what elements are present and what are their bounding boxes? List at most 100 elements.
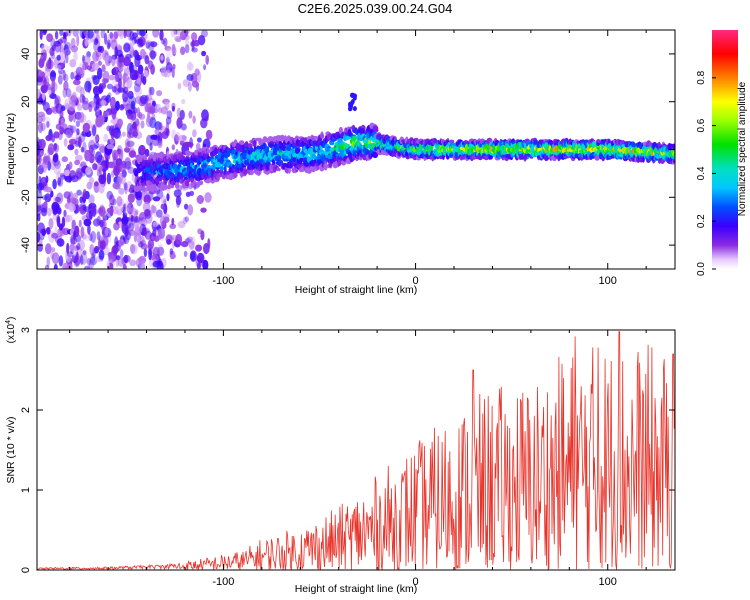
snr-scale-exponent: 4 [5,320,12,324]
heatmap-cell [87,30,94,39]
heatmap-cell [106,144,115,150]
heatmap-cell [163,199,167,205]
heatmap-cell [41,90,46,101]
heatmap-cell [74,159,81,166]
heatmap-ridge-cell [239,140,245,145]
heatmap-cell [68,112,74,122]
heatmap-cell [100,240,106,250]
heatmap-cell [173,30,178,35]
heatmap-cell [88,194,95,205]
heatmap-cell [149,41,158,48]
heatmap-cell [78,136,82,148]
heatmap-cell [129,69,138,81]
heatmap-cell [151,254,159,262]
heatmap-cell [133,231,137,243]
heatmap-cell [51,252,60,265]
heatmap-cell [171,43,176,55]
heatmap-cell [56,216,61,228]
heatmap-cell [87,37,94,44]
heatmap-ridge-cell [347,128,352,136]
heatmap-cell [63,209,67,217]
heatmap-cell [58,51,66,63]
heatmap-cell [138,255,147,264]
heatmap-cell [50,51,56,60]
heatmap-cell [113,222,120,231]
heatmap-ridge-cell [153,169,157,175]
heatmap-cell [129,150,137,158]
heatmap-cell [136,196,143,207]
heatmap-cell [127,166,135,174]
spectrogram-x-ticks: -100 0 100 [69,30,647,287]
heatmap-cell [68,94,75,105]
heatmap-cell [57,177,62,186]
heatmap-cell [124,226,129,237]
heatmap-cell [141,260,145,269]
heatmap-cell [119,249,124,258]
heatmap-cell [45,134,53,142]
heatmap-cell [73,51,78,62]
heatmap-cell [159,215,166,227]
heatmap-cell [152,139,159,147]
heatmap-cell [111,55,116,67]
heatmap-cell [37,222,45,234]
heatmap-ridge-cell [233,154,238,159]
heatmap-cell [88,155,92,162]
heatmap-cell [91,74,97,81]
heatmap-cell [111,149,119,160]
snr-x-axis-label: Height of straight line (km) [295,583,418,595]
heatmap-cell [120,103,126,110]
heatmap-cell [133,216,141,223]
heatmap-cell [82,192,87,202]
heatmap-cell [41,114,46,122]
heatmap-cell [37,213,41,222]
x-tick-label: -100 [212,275,234,287]
heatmap-cell [152,221,159,227]
heatmap-cell [124,147,130,153]
heatmap-cell [148,248,153,261]
heatmap-cell [186,74,194,81]
heatmap-ridge-cell [316,159,322,166]
y-tick-label: 2 [20,407,32,413]
heatmap-cell [105,94,111,104]
heatmap-cell [37,243,43,252]
heatmap-cell [68,263,73,269]
heatmap-cell [82,250,87,256]
heatmap-cell [53,166,62,175]
heatmap-ridge-cell [313,136,319,140]
heatmap-cell [82,250,88,260]
heatmap-cell [207,238,211,250]
heatmap-cell [113,31,119,40]
heatmap-ridge-cell [294,147,301,154]
heatmap-cell [52,209,58,215]
snr-y-scale-note: (x104) [5,317,17,344]
heatmap-cell [134,190,139,199]
heatmap-ridge-cell [463,140,469,144]
heatmap-cell [126,78,133,88]
heatmap-cell [46,227,51,235]
heatmap-ridge-cell [233,171,238,178]
heatmap-cell [66,242,70,255]
heatmap-cell [72,192,79,200]
heatmap-cell [54,30,59,40]
heatmap-cell [165,69,171,78]
heatmap-cell [163,37,168,47]
heatmap-cell [80,254,84,266]
heatmap-cell [53,143,60,153]
heatmap-cell [134,86,143,97]
heatmap-cell [130,214,134,222]
heatmap-cell [174,35,182,43]
heatmap-cell [148,41,155,52]
heatmap-cell [50,106,56,113]
heatmap-cell [56,54,61,61]
heatmap-cell [156,209,163,218]
heatmap-cell [149,86,155,96]
heatmap-cell [108,74,115,81]
colorbar: 0.0 0.2 0.4 0.6 0.8 Normalized spectral ampl… [696,30,748,276]
heatmap-cell [88,139,96,151]
heatmap-cell [53,131,60,139]
heatmap-cell [114,46,118,58]
heatmap-cell [197,261,201,269]
heatmap-cell [40,162,48,169]
heatmap-cell [46,61,52,70]
heatmap-ridge-cell [621,140,626,146]
